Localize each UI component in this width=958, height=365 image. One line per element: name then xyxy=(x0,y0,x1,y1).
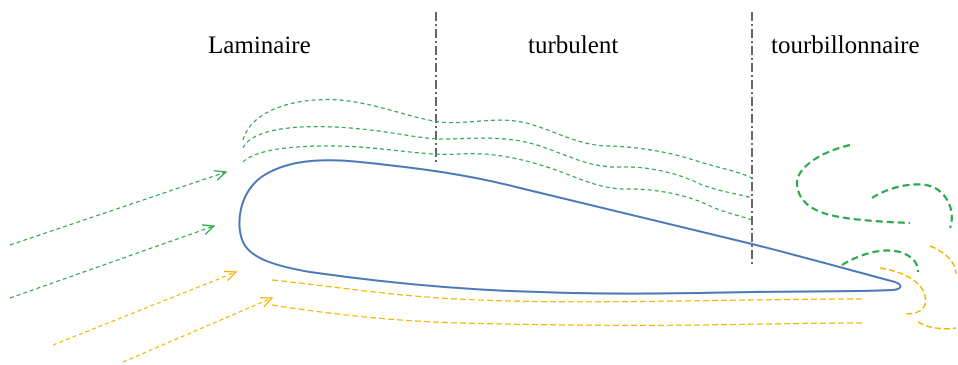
vortex-green-1 xyxy=(797,145,910,223)
vortex-green-2 xyxy=(872,184,952,228)
vortex-green-3 xyxy=(842,250,918,272)
airfoil-profile xyxy=(239,160,900,293)
incoming-flow-arrow-middle xyxy=(10,226,214,298)
lower-streamline-2 xyxy=(272,305,862,325)
vortex-yellow-3 xyxy=(918,322,956,329)
laminar-region-label: Laminaire xyxy=(208,33,311,58)
upper-streamline-2 xyxy=(243,127,752,198)
incoming-flow-arrow-lower xyxy=(53,272,236,345)
turbulent-region-label: turbulent xyxy=(528,33,618,58)
vortex-region-label: tourbillonnaire xyxy=(771,33,920,58)
vortex-yellow-2 xyxy=(930,246,956,274)
incoming-flow-arrow-upper xyxy=(10,172,226,245)
